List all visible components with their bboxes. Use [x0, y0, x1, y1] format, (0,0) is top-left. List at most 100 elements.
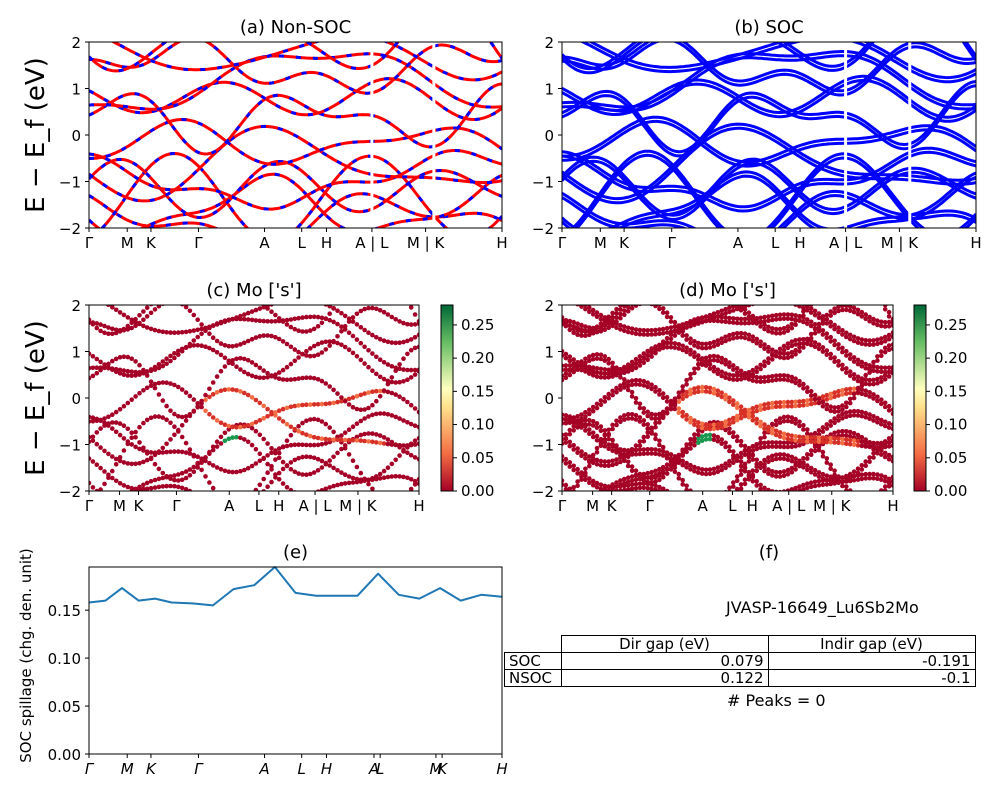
projection-point [242, 437, 247, 442]
projection-point [245, 423, 251, 428]
projection-point [653, 420, 658, 426]
projection-point [871, 455, 876, 460]
projection-point [844, 305, 849, 308]
projection-point [563, 432, 569, 437]
y-axis-label: E − E_f (eV) [21, 57, 51, 213]
projection-point [836, 440, 841, 446]
projection-point [672, 469, 678, 475]
x-tick-label: L [255, 497, 264, 515]
projection-point [645, 426, 650, 431]
projection-point [703, 422, 709, 427]
projection-point [358, 357, 364, 363]
projection-point [715, 342, 721, 348]
projection-point [699, 341, 705, 347]
projection-point [875, 420, 880, 425]
projection-point [199, 404, 204, 410]
projection-point [342, 437, 348, 443]
projection-point [859, 439, 865, 445]
projection-point [746, 374, 752, 379]
projection-point [385, 378, 391, 384]
projection-point [106, 475, 111, 481]
projection-point [673, 288, 678, 293]
projection-point [230, 424, 235, 430]
projection-point [222, 430, 228, 436]
projection-point [762, 326, 767, 332]
projection-point [381, 468, 387, 474]
projection-point [805, 307, 810, 313]
projection-point [719, 355, 724, 361]
projection-point [416, 424, 419, 430]
projection-point [875, 496, 880, 501]
projection-point [879, 296, 884, 301]
projection-point [567, 323, 573, 329]
subplot-title: (b) SOC [734, 17, 803, 38]
projection-point [397, 443, 402, 448]
projection-point [773, 312, 779, 318]
projection-point [832, 440, 837, 445]
projection-point [824, 435, 830, 441]
projection-point [377, 476, 383, 481]
projection-point [734, 373, 740, 378]
projection-point [847, 386, 853, 392]
projection-point [660, 310, 666, 315]
projection-point [571, 300, 576, 305]
projection-point [789, 316, 795, 322]
projection-point [308, 417, 313, 422]
dir-gap-value: 0.122 [560, 669, 769, 687]
projection-point [638, 297, 643, 302]
projection-point [746, 332, 752, 338]
projection-point [859, 413, 865, 419]
projection-point [386, 497, 391, 502]
projection-point [711, 315, 717, 321]
projection-point [606, 325, 611, 331]
projection-point [288, 404, 294, 410]
projection-point [703, 389, 709, 394]
projection-point [699, 434, 705, 439]
projection-point [660, 343, 666, 349]
projection-point [847, 433, 853, 439]
projection-point [664, 467, 670, 472]
projection-point [641, 418, 647, 423]
projection-point [820, 478, 826, 483]
projection-point [688, 441, 693, 446]
projection-point [727, 309, 732, 315]
y-tick-label: 2 [544, 34, 554, 52]
projection-point [606, 356, 611, 362]
projection-point [634, 299, 639, 304]
projection-point [789, 433, 795, 439]
projection-point [618, 488, 623, 491]
projection-point [370, 368, 375, 374]
projection-point [738, 472, 744, 477]
projection-point [179, 330, 185, 335]
projection-point [863, 459, 868, 464]
projection-point [808, 484, 814, 490]
projection-point [296, 349, 301, 355]
projection-point [844, 414, 849, 420]
x-tick-label: A [224, 497, 235, 515]
x-tick-label: K [134, 497, 145, 515]
x-tick-label: H [887, 497, 898, 515]
projection-point [816, 396, 822, 402]
projection-point [785, 453, 791, 458]
projection-point [156, 414, 162, 419]
projection-point [824, 439, 830, 445]
projection-point [381, 475, 387, 481]
projection-point [622, 447, 627, 453]
projection-point [762, 468, 767, 474]
projection-point [867, 444, 872, 450]
projection-point [708, 504, 713, 509]
projection-point [738, 368, 744, 374]
projection-point [820, 328, 826, 333]
projection-point [672, 454, 678, 459]
projection-point [680, 322, 685, 327]
projection-point [583, 414, 588, 419]
projection-point [766, 428, 771, 434]
projection-point [844, 488, 849, 491]
projection-point [610, 482, 615, 487]
projection-point [567, 439, 573, 445]
projection-point [342, 443, 348, 448]
projection-point [210, 380, 216, 385]
projection-point [840, 428, 845, 434]
projection-point [692, 464, 697, 470]
